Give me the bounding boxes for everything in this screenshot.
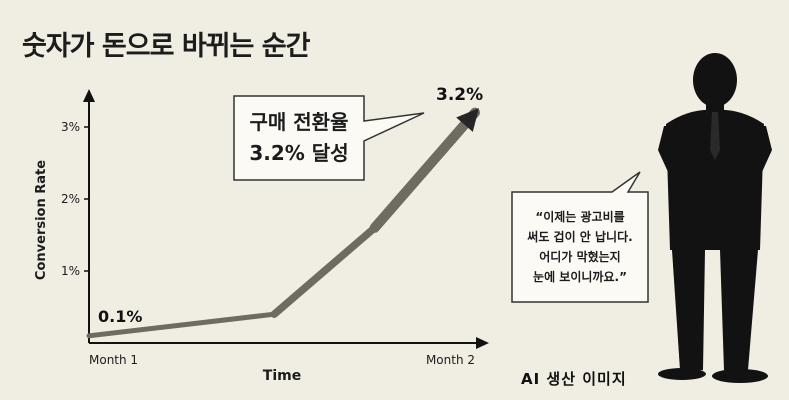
x-axis-label: Time [263, 368, 301, 384]
businessman-silhouette [658, 53, 772, 383]
ai-generated-caption: AI 생산 이미지 [521, 370, 627, 388]
y-tick-label: 3% [61, 120, 80, 134]
x-axis-arrow [476, 337, 489, 349]
callout-bubble [233, 95, 425, 181]
customer-quote: “이제는 광고비를 써도 겁이 안 납니다. 어디가 막혔는지 눈에 보이니까요… [512, 192, 648, 302]
tie [710, 112, 720, 160]
callout-line-1: 구매 전환율 [249, 110, 349, 134]
chart-title: 숫자가 돈으로 바뀌는 순간 [22, 31, 310, 62]
callout-line-2: 3.2% 달성 [249, 141, 349, 165]
quote-line-4: 눈에 보이니까요.” [533, 270, 627, 284]
y-tick-label: 2% [61, 192, 80, 206]
series-arrowhead [456, 108, 479, 132]
y-axis-arrow [83, 89, 95, 102]
series-segment [369, 107, 480, 233]
quote-line-3: 어디가 막혔는지 [539, 250, 621, 264]
quote-line-1: “이제는 광고비를 [535, 210, 625, 224]
end-value-label: 3.2% [436, 85, 483, 105]
quote-line-2: 써도 겁이 안 납니다. [527, 230, 633, 244]
y-tick-label: 1% [61, 264, 80, 278]
series-segment [270, 224, 379, 318]
x-tick-label: Month 1 [89, 353, 138, 367]
conversion-callout: 구매 전환율 3.2% 달성 [234, 96, 364, 180]
y-axis-label: Conversion Rate [34, 160, 49, 280]
quote-bubble [511, 171, 649, 303]
x-tick-label: Month 2 [426, 353, 475, 367]
series-segment [86, 311, 277, 339]
start-value-label: 0.1% [98, 307, 142, 326]
